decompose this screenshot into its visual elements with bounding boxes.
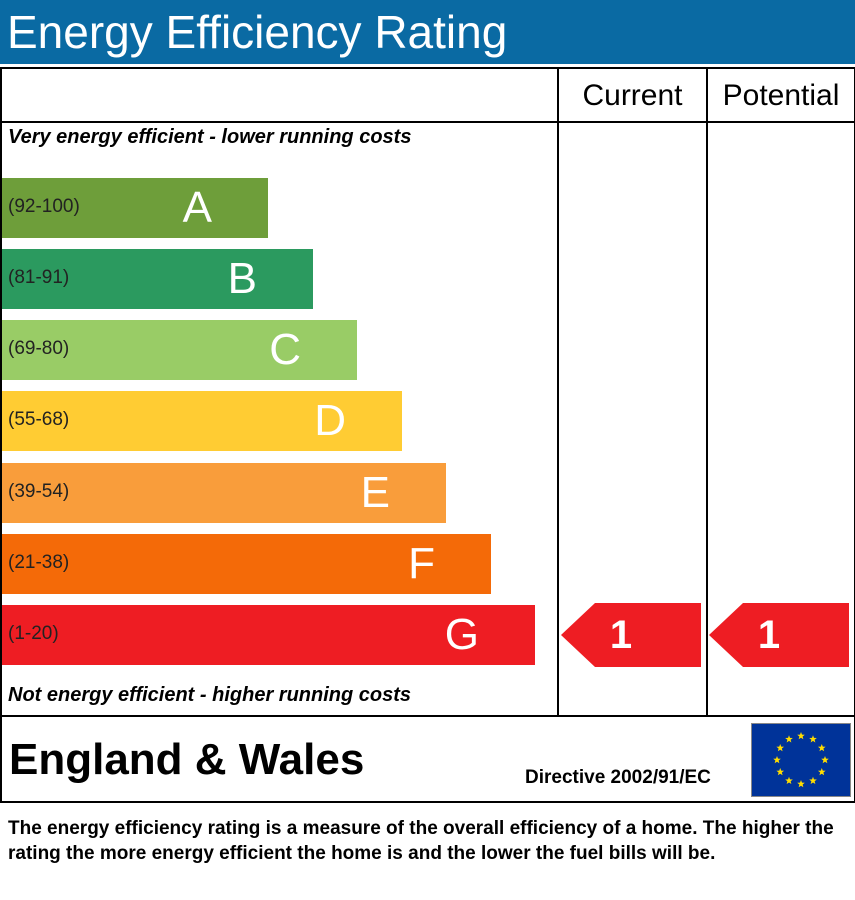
eu-star-icon [773,756,781,764]
eu-star-icon [776,768,785,776]
band-range-label: (55-68) [8,409,70,430]
eu-star-icon [776,744,785,752]
eu-star-icon [809,735,817,743]
footer-box: England & Wales Directive 2002/91/EC [0,715,855,803]
potential-rating-arrow: 1 [709,603,849,667]
band-letter: A [182,183,212,232]
potential-rating-value: 1 [757,613,781,657]
band-f: (21-38) F [2,534,491,594]
bottom-caption: Not energy efficient - higher running co… [8,684,412,706]
potential-column-header: Potential [722,79,840,112]
eu-star-icon [797,780,805,788]
eu-star-icon [785,776,793,785]
eu-star-icon [809,776,817,785]
page-title: Energy Efficiency Rating [7,6,508,58]
band-d: (55-68) D [2,391,402,451]
band-range-label: (1-20) [8,623,59,644]
band-range-label: (81-91) [8,267,70,288]
current-column-divider [557,69,559,715]
current-column-header: Current [582,79,683,112]
potential-column-divider [706,69,708,715]
header-divider [2,121,854,123]
band-a: (92-100) A [2,178,268,238]
top-caption: Very energy efficient - lower running co… [8,126,412,148]
band-letter: D [314,396,346,445]
band-range-label: (69-80) [8,338,70,359]
band-g: (1-20) G [2,605,535,665]
band-b: (81-91) B [2,249,313,309]
band-letter: C [269,325,301,374]
band-range-label: (92-100) [8,196,80,217]
eu-flag-icon [751,723,851,797]
title-bar: Energy Efficiency Rating [0,0,855,64]
band-letter: F [408,539,435,588]
current-rating-arrow: 1 [561,603,701,667]
region-label: England & Wales [9,735,365,784]
band-range-label: (21-38) [8,552,70,573]
eu-star-icon [797,732,805,740]
eu-star-icon [785,735,793,743]
band-letter: E [360,468,390,517]
band-c: (69-80) C [2,320,357,380]
band-letter: B [227,254,257,303]
current-rating-value: 1 [609,613,633,657]
eu-star-icon [821,756,829,764]
eu-star-icon [817,768,826,776]
band-range-label: (39-54) [8,481,70,502]
directive-label: Directive 2002/91/EC [525,767,711,788]
eu-star-icon [817,744,826,752]
explanation-text: The energy efficiency rating is a measur… [8,818,834,864]
band-e: (39-54) E [2,463,446,523]
band-letter: G [444,610,479,659]
